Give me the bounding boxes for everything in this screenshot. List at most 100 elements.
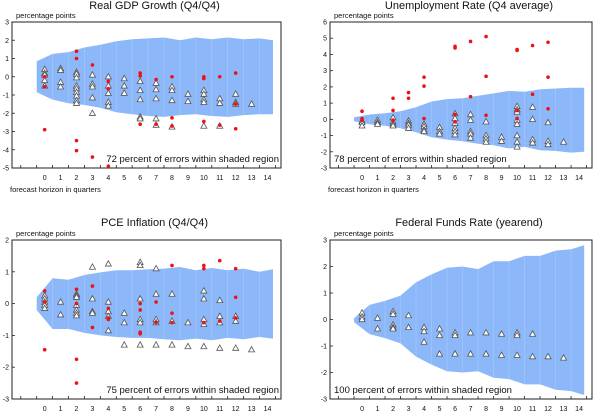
triangle-marker	[482, 117, 490, 125]
x-tick-label: 3	[407, 175, 411, 182]
triangle-marker	[88, 263, 97, 270]
triangle-marker	[451, 349, 459, 357]
plot-frame	[329, 21, 593, 169]
triangle-marker	[152, 290, 160, 297]
x-tick-label: 13	[560, 406, 568, 413]
x-tick-label: 12	[232, 175, 240, 182]
red-dot-marker	[74, 49, 79, 53]
triangle-marker	[184, 97, 192, 104]
y-tick-label: 4	[323, 52, 327, 59]
triangle-marker	[231, 344, 240, 351]
x-tick-label: 5	[438, 406, 442, 413]
x-tick-label: 14	[575, 406, 583, 413]
red-dot-marker	[530, 43, 535, 48]
x-tick-label: 6	[453, 175, 457, 182]
red-dot-marker	[233, 295, 238, 300]
x-tick-label: 11	[529, 406, 536, 413]
red-dot-marker	[217, 319, 222, 323]
triangle-marker	[104, 259, 113, 267]
red-dot-marker	[74, 357, 79, 362]
red-dot-marker	[42, 127, 47, 132]
red-dot-marker	[546, 106, 550, 111]
triangle-marker	[136, 114, 144, 122]
triangle-marker	[168, 86, 176, 94]
triangle-marker	[373, 120, 382, 127]
triangle-marker	[120, 74, 128, 82]
red-dot-marker	[106, 317, 111, 322]
red-dot-marker	[453, 119, 457, 124]
red-dot-marker	[217, 74, 222, 79]
chart-title: PCE Inflation (Q4/Q4)	[101, 217, 208, 229]
x-tick-label: 4	[106, 175, 110, 182]
red-dot-marker	[42, 289, 47, 293]
triangle-marker	[152, 79, 160, 86]
red-dot-marker	[468, 39, 473, 44]
triangle-marker	[120, 89, 128, 96]
x-tick-label: 9	[500, 406, 504, 413]
red-dot-marker	[233, 126, 238, 131]
triangle-marker	[120, 309, 128, 316]
x-tick-label: 6	[453, 406, 457, 413]
triangle-marker	[420, 127, 428, 135]
y-axis-label: percentage points	[16, 229, 76, 238]
chart-panel-pce: PCE Inflation (Q4/Q4) percentage points 2 1…	[3, 217, 282, 413]
red-dot-marker	[42, 347, 47, 352]
triangle-marker	[404, 323, 413, 331]
y-tick-label: -2	[3, 111, 9, 118]
red-dot-marker	[530, 92, 535, 96]
triangle-marker	[528, 103, 537, 110]
triangle-marker	[88, 82, 97, 90]
red-dot-marker	[138, 301, 142, 306]
triangle-marker	[56, 297, 65, 305]
y-tick-label: 1	[5, 56, 9, 63]
x-tick-label: 6	[138, 175, 142, 182]
x-tick-label: 9	[186, 175, 190, 182]
x-tick-label: 12	[232, 406, 240, 413]
x-tick-label: 2	[75, 175, 79, 182]
y-tick-label: 1	[323, 291, 327, 298]
triangle-marker	[136, 318, 144, 326]
x-tick-label: 5	[122, 406, 126, 413]
y-tick-label: 5	[323, 36, 327, 43]
x-tick-label: 10	[513, 175, 521, 182]
triangle-marker	[216, 312, 224, 319]
y-tick-label: 3	[323, 68, 327, 75]
triangle-marker	[152, 340, 160, 348]
y-tick-label: -5	[3, 166, 9, 173]
triangle-marker	[104, 326, 113, 334]
x-tick-label: 8	[170, 406, 174, 413]
triangle-marker	[40, 304, 49, 311]
red-dot-marker	[453, 46, 457, 50]
triangle-marker	[88, 70, 97, 78]
triangle-marker	[184, 318, 192, 326]
y-tick-label: 2	[5, 238, 9, 245]
triangle-marker	[136, 261, 144, 269]
shaded-confidence-region	[36, 37, 274, 117]
x-tick-label: 14	[264, 175, 272, 182]
x-tick-label: 4	[422, 175, 426, 182]
triangle-marker	[200, 98, 208, 105]
y-tick-label: 1	[5, 269, 9, 276]
red-dot-marker	[90, 155, 95, 159]
triangle-marker	[136, 294, 144, 302]
triangle-marker	[513, 131, 521, 139]
x-tick-label: 13	[560, 175, 568, 182]
triangle-marker	[466, 133, 475, 141]
triangle-marker	[200, 342, 208, 350]
triangle-marker	[373, 314, 382, 321]
red-dot-marker	[422, 84, 426, 88]
x-tick-label: 11	[529, 175, 536, 182]
y-tick-label: -3	[3, 129, 9, 136]
y-tick-label: -2	[321, 370, 327, 377]
triangle-marker	[435, 349, 444, 357]
red-dot-marker	[74, 287, 79, 292]
red-dot-marker	[233, 102, 238, 106]
red-dot-marker	[202, 263, 206, 268]
red-dot-marker	[170, 74, 174, 79]
red-dot-marker	[468, 94, 473, 99]
red-dot-marker	[90, 284, 95, 288]
x-tick-label: 3	[407, 406, 411, 413]
red-dot-marker	[138, 122, 142, 126]
x-tick-label: 8	[170, 175, 174, 182]
